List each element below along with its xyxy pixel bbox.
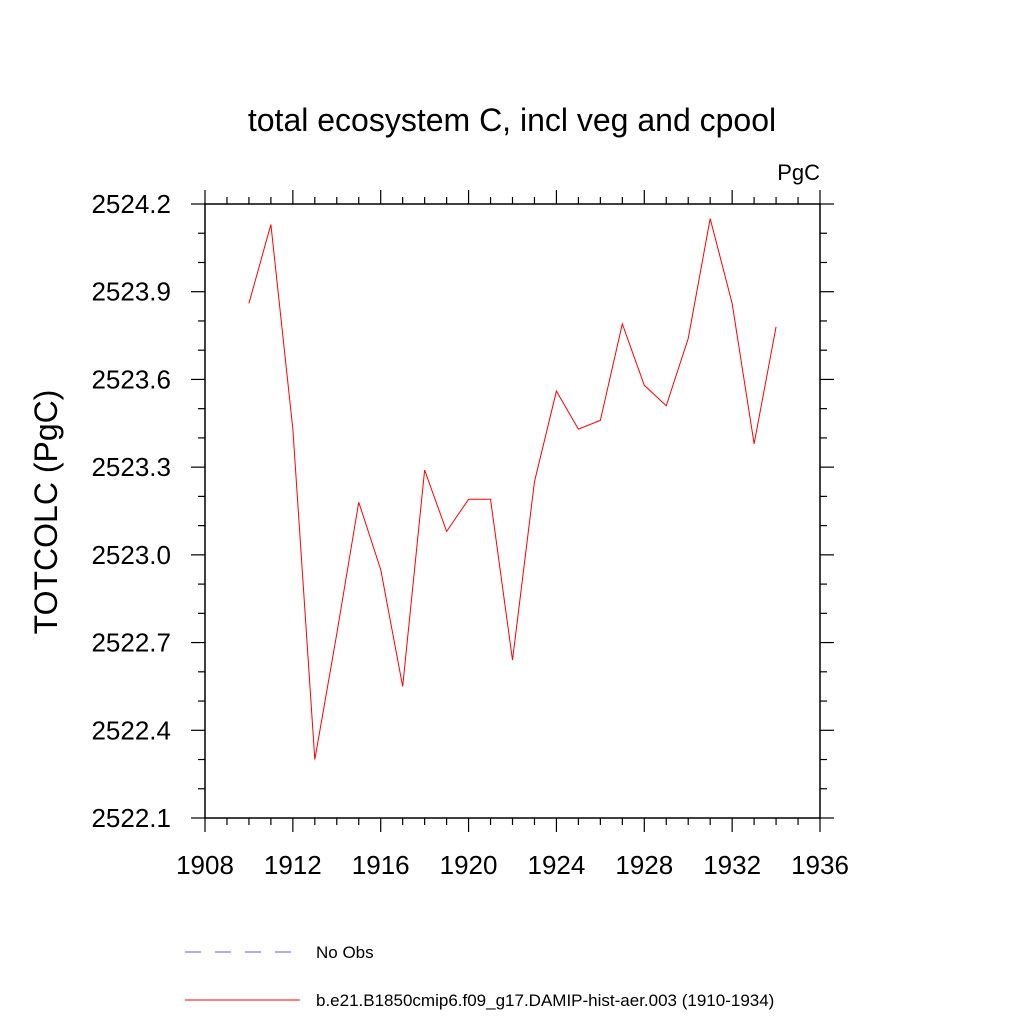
y-tick-label: 2523.0 [91,540,171,570]
chart-title: total ecosystem C, incl veg and cpool [248,102,776,138]
plot-frame [204,203,821,819]
series-lines [248,218,777,760]
units-label: PgC [777,160,820,185]
x-tick-label: 1936 [791,850,849,880]
legend-label-no-obs: No Obs [316,943,374,962]
y-tick-label: 2523.3 [91,452,171,482]
series-line-0 [248,218,777,760]
x-tick-label: 1912 [264,850,322,880]
x-tick-label: 1908 [176,850,234,880]
x-tick-label: 1920 [440,850,498,880]
y-tick-label: 2522.1 [91,803,171,833]
y-tick-label: 2522.7 [91,628,171,658]
x-tick-label: 1928 [615,850,673,880]
legend-label-series: b.e21.B1850cmip6.f09_g17.DAMIP-hist-aer.… [316,991,774,1010]
y-tick-label: 2523.6 [91,364,171,394]
x-tick-labels: 1908 1912 1916 1920 1924 1928 1932 1936 [176,850,849,880]
y-axis-label: TOTCOLC (PgC) [28,390,64,635]
axis-ticks [191,190,834,832]
legend: No Obs b.e21.B1850cmip6.f09_g17.DAMIP-hi… [185,943,774,1010]
y-tick-labels: 2522.1 2522.4 2522.7 2523.0 2523.3 2523.6 2523… [91,189,171,833]
x-tick-label: 1916 [352,850,410,880]
y-tick-label: 2524.2 [91,189,171,219]
y-tick-label: 2522.4 [91,715,171,745]
x-tick-label: 1924 [528,850,586,880]
x-tick-label: 1932 [703,850,761,880]
y-tick-label: 2523.9 [91,277,171,307]
